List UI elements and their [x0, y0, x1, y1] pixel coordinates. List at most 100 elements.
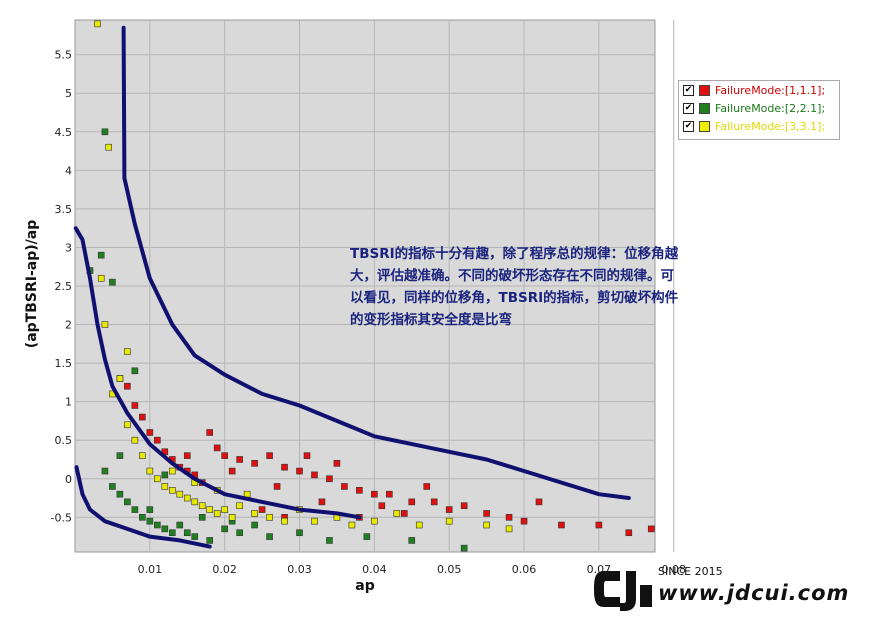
data-point-mode2	[101, 467, 109, 475]
data-point-mode3	[505, 525, 513, 533]
data-point-mode1	[139, 413, 146, 421]
data-point-mode2	[131, 506, 139, 513]
data-point-mode2	[266, 533, 273, 540]
data-point-mode3	[161, 483, 169, 490]
data-point-mode1	[228, 467, 236, 475]
legend: ✔ FailureMode:[1,1.1]; ✔ FailureMode:[2,…	[678, 80, 840, 140]
data-point-mode1	[535, 498, 543, 506]
data-point-mode1	[296, 467, 303, 475]
data-point-mode1	[124, 382, 131, 390]
data-point-mode3	[198, 502, 206, 510]
y-tick-label: -0.5	[51, 511, 72, 524]
data-point-mode1	[408, 498, 416, 506]
y-tick-label: 2	[65, 319, 72, 332]
data-point-mode3	[213, 510, 221, 517]
y-tick-label: 0.5	[55, 434, 73, 447]
data-point-mode2	[154, 521, 161, 529]
data-point-mode2	[109, 278, 116, 286]
data-point-mode1	[326, 475, 333, 483]
data-point-mode1	[558, 521, 565, 529]
data-point-mode3	[311, 517, 318, 525]
legend-swatch	[699, 120, 710, 132]
data-point-mode1	[183, 452, 191, 459]
y-axis-title: (apTBSRI-ap)/ap	[24, 220, 40, 348]
checkbox-icon[interactable]: ✔	[683, 102, 694, 114]
watermark: SINCE 2015 www.jdcui.com	[590, 563, 870, 618]
data-point-mode1	[281, 463, 288, 471]
data-point-mode1	[221, 452, 228, 459]
data-point-mode3	[176, 490, 184, 498]
data-point-mode3	[124, 421, 131, 429]
data-point-mode2	[236, 529, 243, 537]
data-point-mode1	[318, 498, 326, 506]
data-point-mode1	[303, 452, 311, 459]
data-point-mode2	[326, 537, 333, 544]
chart-annotation: TBSRI的指标十分有趣，除了程序总的规律：位移角越大，评估越准确。不同的破坏形…	[350, 246, 679, 328]
checkbox-icon[interactable]: ✔	[683, 120, 694, 132]
data-point-mode3	[251, 510, 258, 517]
data-point-mode3	[168, 487, 176, 494]
data-point-mode3	[281, 517, 288, 525]
data-point-mode2	[161, 525, 169, 533]
x-tick-label: 0.02	[212, 563, 237, 576]
boundary-curve-3	[74, 465, 212, 549]
x-axis-title: ap	[355, 578, 374, 594]
y-tick-label: 0	[65, 473, 72, 486]
data-point-mode2	[206, 537, 214, 544]
legend-item-mode1[interactable]: ✔ FailureMode:[1,1.1];	[679, 81, 839, 99]
data-point-mode1	[625, 529, 633, 537]
data-point-mode2	[198, 514, 206, 521]
checkbox-icon[interactable]: ✔	[683, 84, 694, 96]
data-point-mode3	[183, 494, 191, 502]
watermark-since: SINCE 2015	[658, 565, 723, 578]
data-point-mode3	[101, 321, 109, 328]
data-point-mode3	[139, 452, 146, 459]
data-point-mode1	[483, 510, 490, 517]
legend-swatch	[699, 84, 710, 96]
data-point-mode3	[221, 506, 228, 513]
data-point-mode1	[333, 460, 341, 467]
data-point-mode1	[430, 498, 438, 506]
y-tick-label: 2.5	[55, 280, 73, 293]
data-point-mode1	[520, 517, 528, 525]
x-tick-label: 0.03	[287, 563, 312, 576]
logo-icon	[594, 571, 652, 611]
data-point-mode1	[154, 436, 161, 444]
data-point-mode1	[647, 525, 655, 533]
data-point-mode3	[348, 521, 356, 529]
data-point-mode2	[131, 367, 139, 375]
legend-item-mode2[interactable]: ✔ FailureMode:[2,2.1];	[679, 99, 839, 117]
legend-item-mode3[interactable]: ✔ FailureMode:[3,3.1];	[679, 117, 839, 135]
data-point-mode1	[445, 506, 453, 513]
data-point-mode3	[191, 498, 199, 506]
data-point-mode1	[146, 429, 154, 436]
boundary-curve-1	[121, 25, 631, 500]
data-point-mode2	[176, 521, 184, 529]
watermark-url: www.jdcui.com	[658, 581, 850, 605]
data-point-mode2	[251, 521, 258, 529]
data-point-mode3	[445, 517, 453, 525]
data-point-mode1	[266, 452, 273, 459]
y-tick-label: 5	[65, 87, 72, 100]
data-point-mode1	[400, 510, 408, 517]
legend-label: FailureMode:[2,2.1];	[715, 101, 826, 115]
data-point-mode1	[311, 471, 318, 479]
y-tick-label: 1	[65, 396, 72, 409]
data-point-mode3	[483, 521, 490, 529]
data-point-mode2	[408, 537, 416, 544]
data-point-mode2	[146, 517, 154, 525]
data-point-mode1	[258, 506, 266, 513]
data-point-mode3	[105, 143, 112, 151]
data-point-mode2	[183, 529, 191, 537]
boundary-curve-2	[73, 226, 362, 520]
data-point-mode2	[221, 525, 228, 533]
data-point-mode3	[116, 375, 124, 382]
data-point-mode3	[131, 436, 139, 444]
data-point-mode2	[161, 471, 169, 479]
data-point-mode1	[131, 402, 139, 409]
data-point-mode1	[505, 514, 513, 521]
data-point-mode2	[363, 533, 371, 540]
data-point-mode3	[236, 502, 243, 510]
x-tick-label: 0.01	[138, 563, 163, 576]
